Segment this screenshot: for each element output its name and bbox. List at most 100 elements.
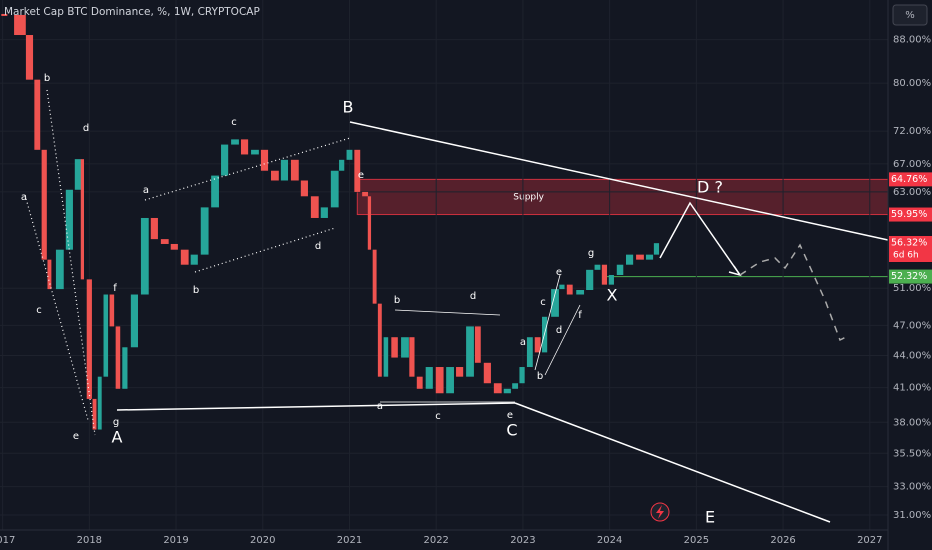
candle	[55, 249, 64, 290]
candle	[92, 398, 97, 430]
wave-label: e	[358, 170, 364, 181]
y-tick-label: 38.00%	[893, 417, 931, 428]
chart-title: Market Cap BTC Dominance, %, 1W, CRYPTOC…	[4, 6, 260, 18]
candle	[354, 149, 361, 192]
y-tick-label: 80.00%	[893, 78, 931, 89]
y-tick-label: 33.00%	[893, 482, 931, 493]
candle	[47, 259, 52, 290]
y-tick-label: 88.00%	[893, 35, 931, 46]
candle	[446, 367, 454, 394]
candle	[34, 79, 41, 150]
channel-line	[24, 194, 89, 421]
candle	[601, 264, 608, 285]
candle	[362, 191, 369, 197]
channel-line	[534, 274, 561, 371]
wave-label: d	[83, 123, 89, 134]
alert-icon-bolt[interactable]	[656, 505, 664, 519]
candle	[391, 337, 398, 358]
candle	[115, 326, 121, 389]
candle	[122, 347, 128, 389]
scale-unit[interactable]: %	[905, 10, 915, 21]
wave-label: d	[556, 325, 562, 336]
price-tag-label: 64.76%	[891, 174, 927, 185]
wave-label: f	[113, 283, 117, 294]
candle	[594, 264, 601, 270]
candle	[626, 254, 634, 265]
y-tick-label: 63.00%	[893, 187, 931, 198]
candle	[190, 254, 198, 265]
supply-layer: Supply	[356, 178, 889, 278]
x-tick-label: 2017	[0, 535, 15, 546]
candle	[346, 149, 353, 160]
candle	[240, 139, 249, 155]
trend-line	[394, 309, 501, 316]
wave-label: g	[113, 417, 119, 428]
candle	[474, 326, 481, 363]
candle	[383, 337, 389, 377]
wave-label: d	[470, 291, 476, 302]
y-tick-label: 35.50%	[893, 448, 931, 459]
candles-layer	[1, 13, 660, 430]
price-tag	[889, 236, 932, 263]
x-tick-label: 2026	[770, 535, 795, 546]
candle	[300, 180, 308, 197]
wave-label: b	[394, 295, 400, 306]
candle	[41, 149, 47, 260]
candle	[519, 367, 525, 384]
candle	[221, 144, 229, 176]
candle	[25, 35, 34, 80]
candle	[290, 159, 299, 181]
wave-label: D ?	[697, 178, 723, 197]
x-tick-label: 2025	[684, 535, 709, 546]
candle	[512, 383, 519, 389]
candle	[200, 207, 209, 255]
price-tag	[889, 269, 932, 284]
candle	[456, 367, 464, 377]
x-tick-label: 2023	[510, 535, 535, 546]
wave-label: b	[537, 371, 543, 382]
candle	[534, 337, 541, 353]
wave-label: a	[520, 337, 526, 348]
candle	[608, 275, 614, 285]
candle	[559, 284, 565, 290]
wave-label: a	[377, 401, 383, 412]
wave-label: c	[540, 297, 546, 308]
wave-label: d	[315, 241, 321, 252]
candle	[109, 294, 115, 327]
wave-label: e	[507, 410, 513, 421]
candle	[310, 196, 319, 218]
price-tag	[889, 207, 932, 222]
candle	[140, 217, 149, 295]
candle	[616, 264, 624, 276]
candle	[645, 254, 654, 260]
price-tag	[889, 172, 932, 187]
alert-icon[interactable]	[650, 502, 670, 522]
candle	[251, 149, 259, 155]
scale-button[interactable]	[892, 4, 928, 26]
wave-label: X	[607, 286, 618, 305]
candle	[65, 189, 73, 250]
x-tick-label: 2020	[250, 535, 275, 546]
trend-line	[116, 402, 516, 411]
wave-label: e	[73, 431, 79, 442]
candle	[14, 14, 26, 36]
candle	[320, 207, 328, 218]
y-tick-label: 41.00%	[893, 383, 931, 394]
y-tick-label: 44.00%	[893, 350, 931, 361]
candle	[211, 175, 219, 208]
y-tick-label: 72.00%	[893, 126, 931, 137]
axis-layer: 88.00% 80.00% 72.00% 67.00% 63.00% 51.00% 47.0…	[0, 35, 932, 546]
candle	[466, 326, 474, 377]
candle	[231, 139, 239, 145]
candle	[493, 383, 502, 394]
channel-line	[544, 304, 581, 376]
candle	[483, 362, 491, 384]
x-tick-label: 2027	[857, 535, 882, 546]
projection	[659, 201, 741, 276]
candle	[416, 376, 423, 389]
candle	[97, 376, 102, 430]
candle	[586, 269, 594, 291]
candle	[86, 279, 92, 399]
candle	[280, 159, 289, 181]
